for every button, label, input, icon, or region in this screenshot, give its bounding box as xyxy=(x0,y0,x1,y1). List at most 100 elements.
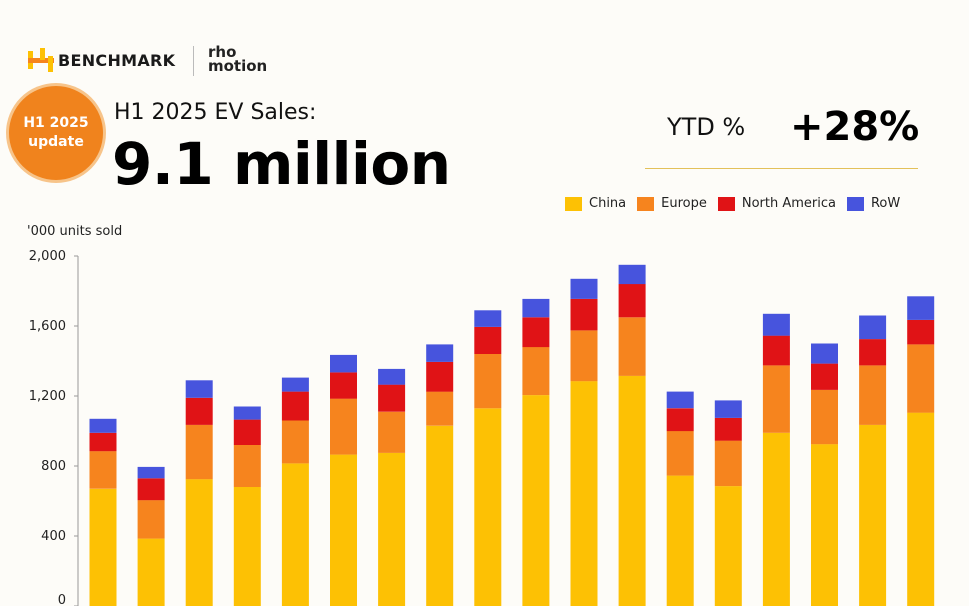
bar-segment-europe xyxy=(522,347,550,396)
bar-segment-row xyxy=(281,377,309,392)
bar-segment-row xyxy=(811,343,838,364)
bar-segment-row xyxy=(233,406,261,420)
rho-motion-logo: rho motion xyxy=(208,43,278,75)
bar-stack-16 xyxy=(811,343,838,606)
legend-swatch-europe xyxy=(637,196,655,211)
rho-logo-line1: rho xyxy=(208,43,237,61)
legend-item-europe: Europe xyxy=(637,196,707,211)
bar-segment-china xyxy=(762,432,790,606)
bar-segment-north-america xyxy=(762,335,790,366)
bar-segment-china xyxy=(570,381,598,606)
page-title: 9.1 million xyxy=(112,130,451,198)
badge-line2: update xyxy=(28,134,84,150)
bar-segment-north-america xyxy=(618,284,646,318)
bar-segment-north-america xyxy=(570,298,598,331)
bar-segment-europe xyxy=(714,440,742,487)
bar-segment-europe xyxy=(233,445,261,487)
rho-logo-line2: motion xyxy=(208,57,268,75)
bar-stack-6 xyxy=(330,354,357,606)
bar-segment-europe xyxy=(426,391,454,426)
bar-segment-row xyxy=(522,298,550,318)
bar-segment-europe xyxy=(859,365,887,425)
bar-segment-china xyxy=(714,486,742,606)
page-subtitle: H1 2025 EV Sales: xyxy=(114,100,317,125)
bar-segment-row xyxy=(570,278,598,299)
y-tick-label: 1,600 xyxy=(29,319,66,334)
benchmark-logo-icon xyxy=(28,48,54,72)
bar-segment-china xyxy=(281,463,309,606)
legend-label-china: China xyxy=(589,196,627,211)
bar-segment-row xyxy=(89,418,117,433)
bar-segment-europe xyxy=(281,420,309,464)
bar-stack-10 xyxy=(522,298,550,606)
logo-divider xyxy=(193,46,194,76)
bar-stack-14 xyxy=(714,400,742,606)
legend-label-row: RoW xyxy=(870,196,901,211)
bar-segment-north-america xyxy=(185,397,213,425)
bar-segment-china xyxy=(378,452,406,606)
bar-segment-europe xyxy=(618,317,646,376)
bar-segment-north-america xyxy=(666,408,694,432)
bar-segment-row xyxy=(330,354,357,373)
bar-segment-china xyxy=(185,479,213,606)
bar-segment-north-america xyxy=(281,391,309,421)
bar-segment-europe xyxy=(378,411,406,453)
bar-segment-europe xyxy=(666,431,694,476)
bar-segment-row xyxy=(474,310,502,327)
legend-swatch-north-america xyxy=(717,196,735,211)
bar-segment-north-america xyxy=(233,419,261,445)
bar-segment-row xyxy=(618,264,646,285)
bar-segment-europe xyxy=(570,330,598,382)
bar-segment-europe xyxy=(474,354,502,409)
bar-segment-north-america xyxy=(811,363,838,390)
bar-segment-china xyxy=(859,424,887,606)
bar-segment-europe xyxy=(907,344,935,413)
bar-segment-north-america xyxy=(522,317,550,348)
update-badge: H1 2025 update xyxy=(9,86,103,180)
bar-segment-north-america xyxy=(474,326,502,354)
bar-segment-europe xyxy=(330,398,357,455)
bar-segment-china xyxy=(522,395,550,606)
y-tick-label: 0 xyxy=(58,593,66,606)
bar-segment-row xyxy=(185,380,213,398)
bar-stack-5 xyxy=(281,377,309,606)
bar-segment-china xyxy=(907,412,935,606)
legend-item-china: China xyxy=(565,196,626,211)
bar-segment-china xyxy=(233,487,261,606)
bar-segment-row xyxy=(762,313,790,336)
bar-stack-4 xyxy=(233,406,261,606)
bar-stack-13 xyxy=(666,391,694,606)
bar-segment-china xyxy=(137,538,165,606)
bar-segment-north-america xyxy=(859,339,887,366)
bar-segment-north-america xyxy=(330,372,357,399)
bar-segment-china xyxy=(618,375,646,606)
bar-segment-north-america xyxy=(714,417,742,441)
bar-segment-row xyxy=(666,391,694,409)
bar-segment-europe xyxy=(762,365,790,433)
legend-label-north-america: North America xyxy=(741,196,836,211)
bar-segment-row xyxy=(137,466,165,479)
badge-line1: H1 2025 xyxy=(23,115,89,131)
bar-segment-europe xyxy=(89,451,117,489)
legend-swatch-row xyxy=(846,196,864,211)
bar-segment-china xyxy=(811,444,838,606)
bar-segment-china xyxy=(330,454,357,606)
bar-stack-8 xyxy=(426,344,454,606)
bar-segment-north-america xyxy=(137,478,165,501)
bar-segment-north-america xyxy=(426,361,454,392)
chart-legend: China Europe North America RoW xyxy=(565,196,900,211)
bar-segment-north-america xyxy=(89,432,117,452)
bar-segment-europe xyxy=(185,424,213,480)
legend-label-europe: Europe xyxy=(661,196,707,211)
ytd-divider xyxy=(645,168,918,169)
bar-stack-3 xyxy=(185,380,213,606)
y-tick-label: 800 xyxy=(41,459,66,474)
benchmark-logo-text: BENCHMARK xyxy=(58,50,176,70)
bar-stack-17 xyxy=(859,315,887,606)
bar-stack-18 xyxy=(907,296,935,606)
bar-segment-china xyxy=(89,488,117,606)
bar-stack-12 xyxy=(618,264,646,606)
ytd-value: +28% xyxy=(790,104,920,150)
legend-swatch-china xyxy=(565,196,582,211)
legend-item-row: RoW xyxy=(846,196,901,211)
